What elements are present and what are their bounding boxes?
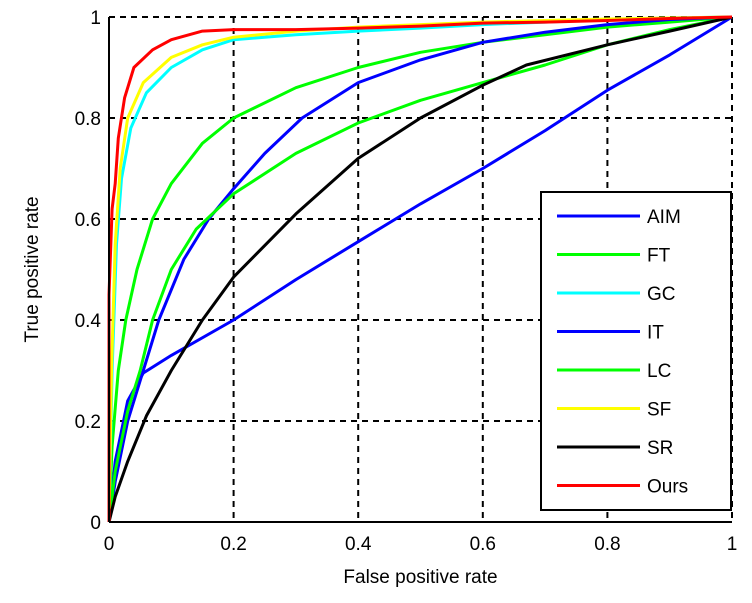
- legend-label-sf: SF: [647, 400, 671, 421]
- roc-curves: [107, 15, 733, 523]
- x-tick-label: 1: [727, 534, 738, 555]
- curve-sr: [107, 15, 733, 523]
- legend-label-lc: LC: [647, 361, 671, 382]
- curve-lc: [107, 15, 733, 523]
- legend-label-sr: SR: [647, 438, 673, 459]
- y-tick-label: 0.8: [75, 109, 101, 130]
- legend-label-ours: Ours: [647, 477, 688, 498]
- curve-ft: [107, 15, 733, 523]
- y-axis-label: True positive rate: [22, 196, 43, 342]
- legend-label-it: IT: [647, 323, 664, 344]
- y-tick-label: 0.2: [75, 412, 101, 433]
- legend-label-gc: GC: [647, 284, 676, 305]
- y-tick-label: 1: [90, 8, 101, 29]
- curve-aim: [107, 15, 733, 523]
- curve-it: [107, 15, 733, 523]
- x-tick-label: 0.8: [594, 534, 620, 555]
- y-tick-label: 0: [90, 513, 101, 534]
- x-tick-label: 0.2: [220, 534, 246, 555]
- x-axis-label: False positive rate: [343, 567, 497, 588]
- y-tick-label: 0.4: [75, 311, 102, 332]
- curve-ours: [107, 15, 733, 522]
- legend: AIM FT GC IT LC SF SR Ours: [540, 191, 732, 511]
- legend-box: [540, 191, 732, 511]
- y-tick-label: 0.6: [75, 210, 101, 231]
- curve-sf: [107, 15, 733, 523]
- legend-label-aim: AIM: [647, 207, 681, 228]
- legend-label-ft: FT: [647, 246, 671, 267]
- x-tick-label: 0.6: [470, 534, 496, 555]
- x-tick-label: 0: [104, 534, 115, 555]
- x-tick-label: 0.4: [345, 534, 372, 555]
- axis-ticks: 0 0.2 0.4 0.6 0.8 1 0 0.2 0.4 0.6 0.8 1: [75, 8, 738, 555]
